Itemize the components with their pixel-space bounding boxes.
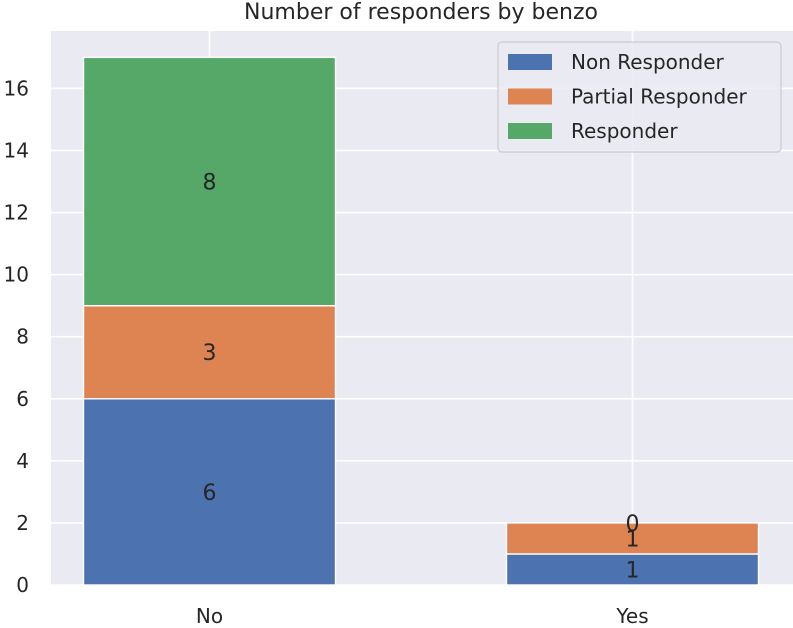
y-tick-label: 4 — [16, 449, 29, 473]
bar-segment — [82, 304, 337, 400]
y-axis: 0 2 4 6 8 10 12 14 16 — [4, 76, 29, 597]
data-label: 3 — [203, 341, 217, 366]
y-tick-label: 16 — [4, 76, 29, 100]
data-label: 1 — [626, 527, 640, 552]
y-tick-label: 6 — [16, 387, 29, 411]
legend-swatch — [508, 54, 552, 70]
data-label: 1 — [626, 558, 640, 583]
legend-label: Partial Responder — [571, 85, 748, 109]
y-tick-label: 8 — [16, 325, 29, 349]
x-axis: No Yes — [196, 604, 649, 628]
y-tick-label: 10 — [4, 263, 29, 287]
legend-swatch — [508, 88, 552, 105]
legend: Non Responder Partial Responder Responder — [497, 41, 782, 153]
y-tick-label: 12 — [4, 201, 29, 225]
legend-label: Responder — [571, 119, 678, 143]
legend-label: Non Responder — [571, 50, 725, 74]
y-tick-label: 14 — [4, 138, 29, 162]
y-tick-label: 2 — [16, 511, 29, 535]
y-tick-label: 0 — [16, 573, 29, 597]
chart-title: Number of responders by benzo — [244, 0, 598, 25]
bar-segment — [505, 553, 760, 586]
legend-frame — [497, 41, 782, 153]
x-tick-label: No — [196, 604, 223, 628]
data-label: 8 — [203, 171, 217, 196]
bars — [82, 56, 760, 586]
data-label: 6 — [203, 481, 217, 506]
bar-segment — [82, 398, 337, 586]
bar-segment — [505, 522, 760, 555]
legend-swatch — [508, 123, 552, 139]
bar-segment — [82, 56, 337, 307]
x-tick-label: Yes — [615, 604, 648, 628]
data-label: 0 — [626, 512, 640, 537]
